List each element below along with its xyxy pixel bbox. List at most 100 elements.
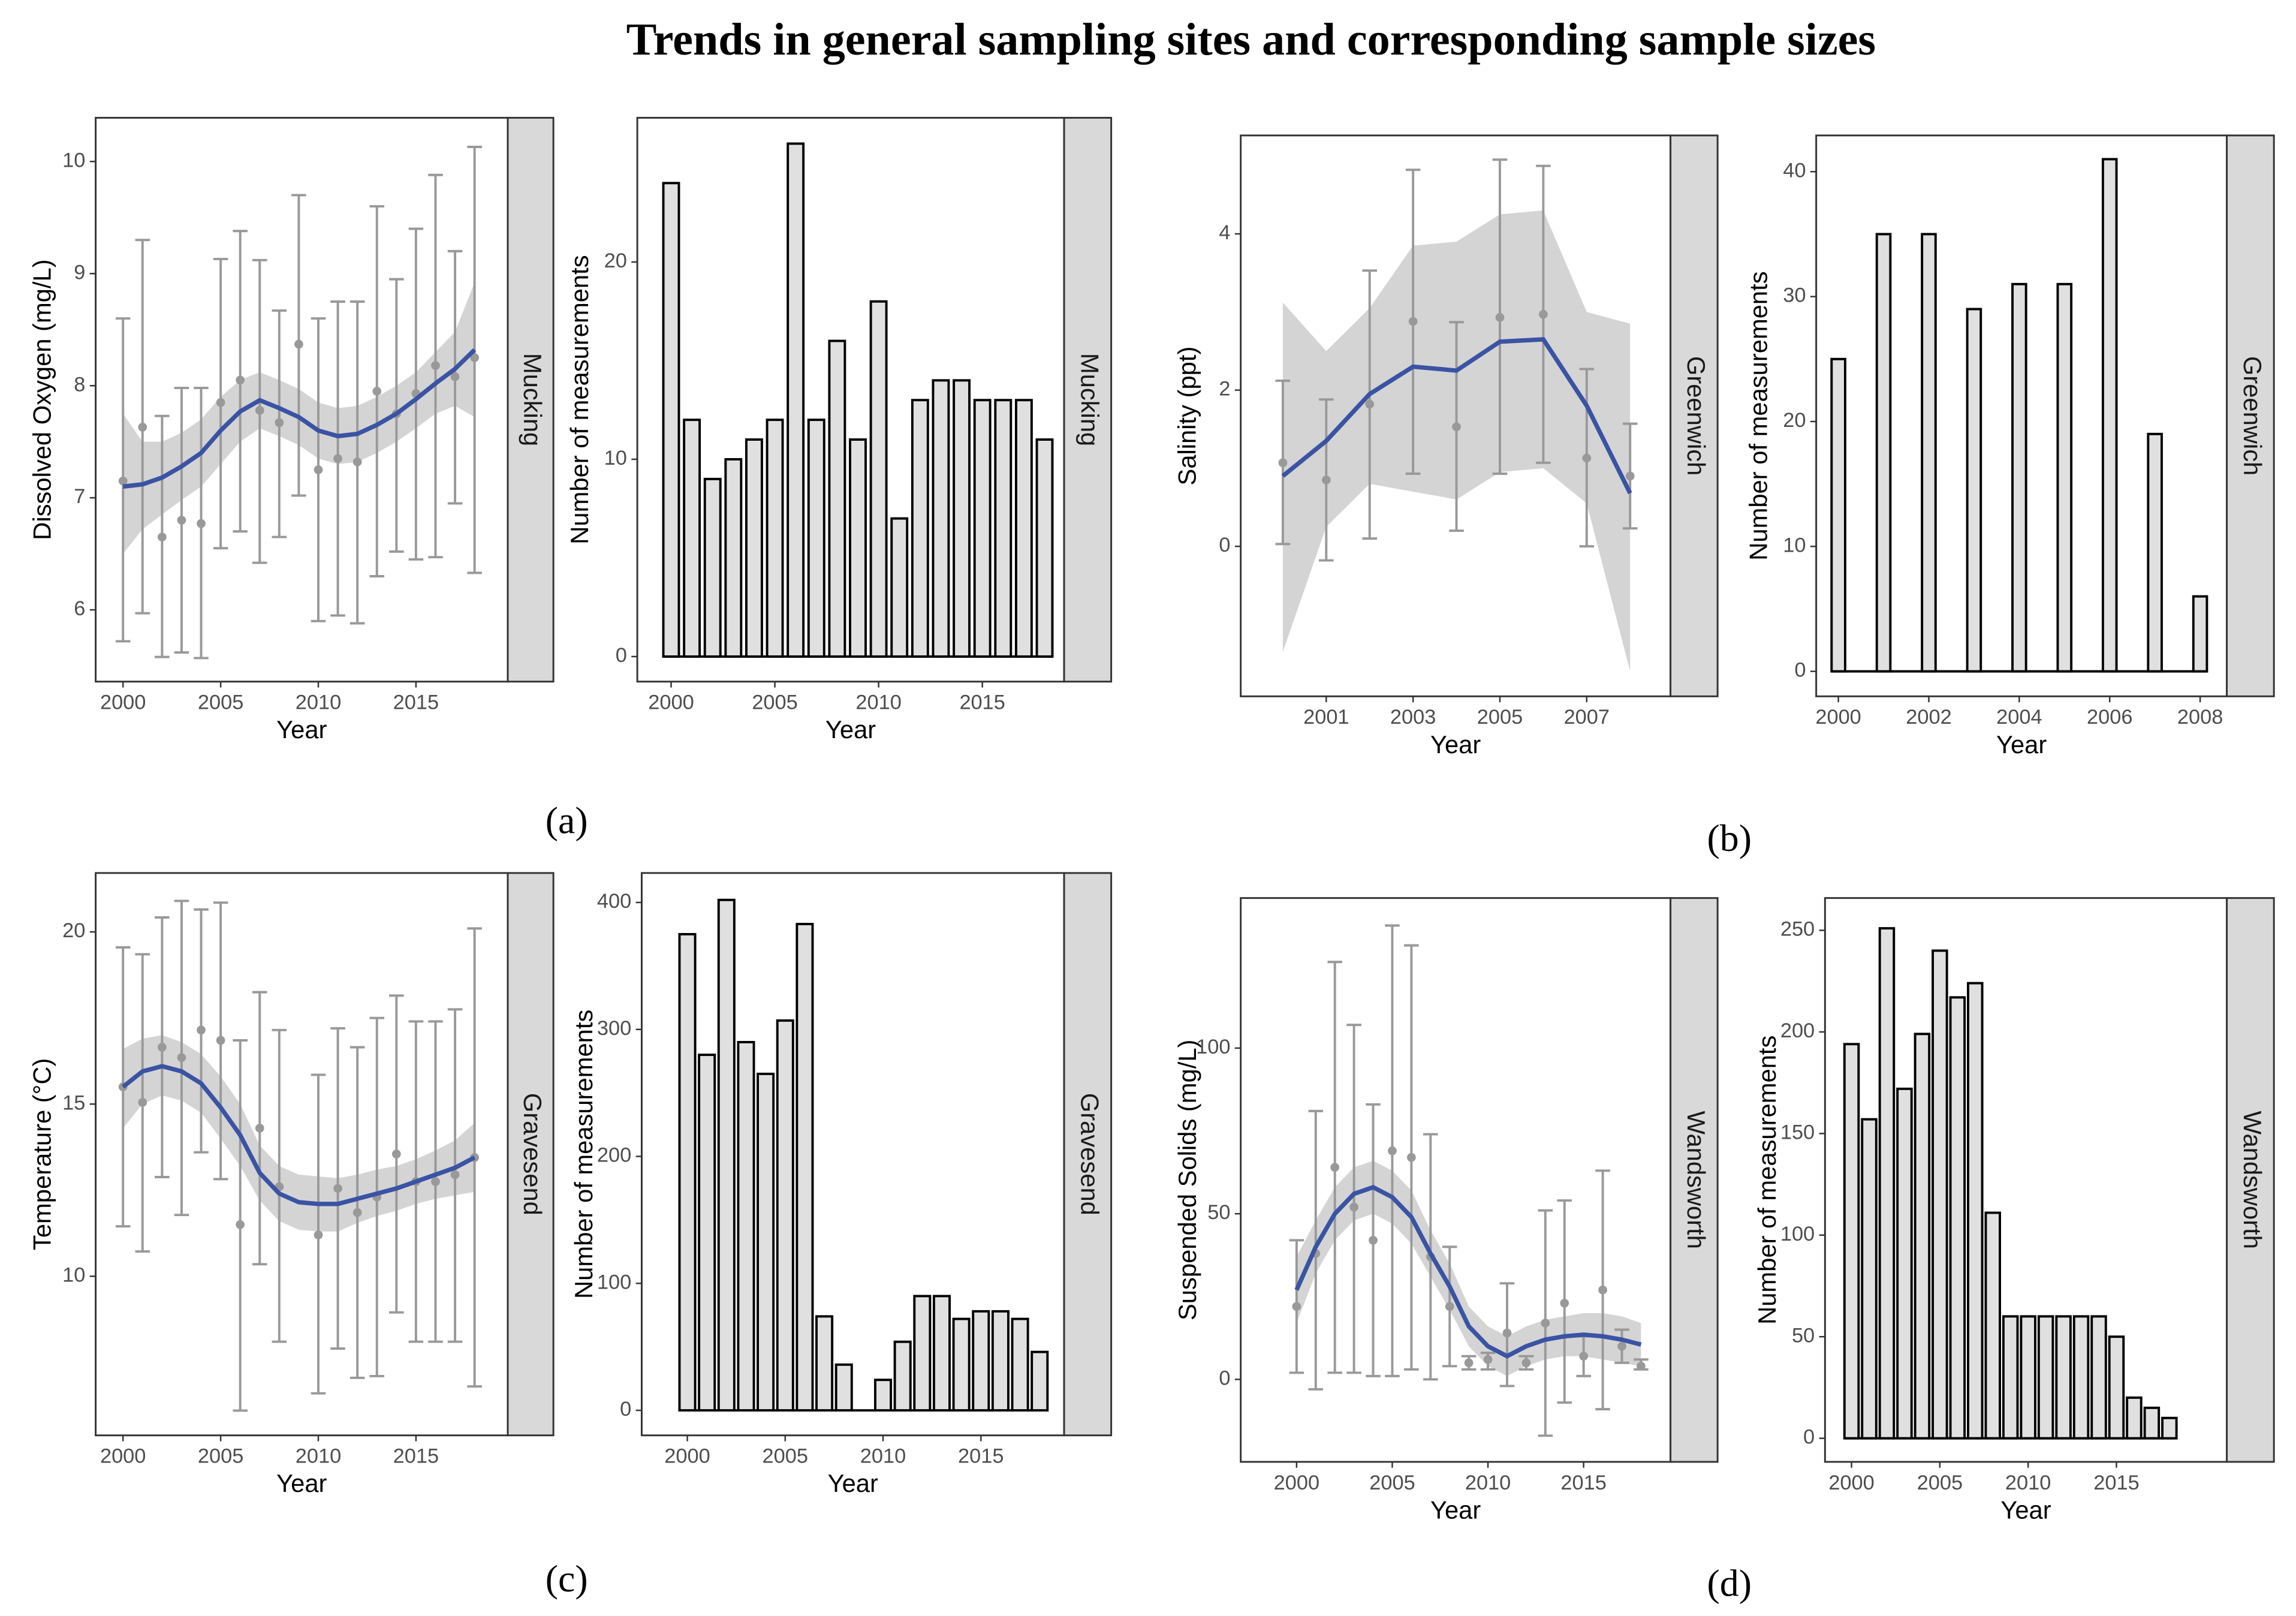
panel-label: (a) [546,799,588,842]
x-axis-label: Year [1430,730,1481,759]
y-tick-label: 6 [74,597,85,620]
y-tick-label: 300 [597,1017,631,1040]
x-tick-label: 2000 [1815,706,1861,729]
bar [2056,282,2073,673]
bar [1932,949,1948,1440]
point [1407,1152,1416,1162]
x-tick-label: 2005 [198,1445,243,1468]
point [216,398,225,407]
y-axis-label: Number of measurements [570,1010,598,1299]
facet-label: Gravesend [519,1093,547,1215]
bar [745,438,763,658]
y-tick-label: 0 [620,1398,631,1421]
x-tick-label: 2005 [752,691,797,714]
point [372,387,382,396]
x-tick-label: 2008 [2177,706,2223,729]
bar [662,182,680,658]
bar [717,898,736,1412]
x-axis-label: Year [1996,730,2047,759]
point [1541,1319,1550,1328]
plot-area [1830,158,2208,673]
panel: 2000 2005 2010 2015 0 50 100 Year Suspended Soli… [1173,897,1719,1524]
point [1365,399,1375,409]
y-tick-label: 50 [1207,1201,1230,1224]
bar [2108,1335,2125,1440]
point [1292,1302,1301,1311]
figure-title: Trends in general sampling sites and cor… [626,14,1876,65]
bar [952,1317,971,1412]
bar [678,932,697,1412]
panel-label: (d) [1707,1561,1752,1604]
y-tick-label: 20 [62,919,85,942]
point [216,1036,225,1045]
facet-strip [1670,134,1719,697]
point [1408,317,1418,326]
bar [1896,1087,1913,1440]
point [177,1053,186,1063]
x-axis-label: Year [2000,1495,2051,1524]
x-tick-label: 2015 [1560,1471,1606,1494]
point [1330,1163,1340,1172]
y-axis-label: Suspended Solids (mg/L) [1173,1040,1201,1320]
x-tick-label: 2007 [1564,706,1610,729]
panel: 2000 2005 2010 2015 0 10 20 Year Number of measu… [565,116,1113,744]
bar [2090,1315,2107,1440]
bar [2037,1315,2054,1440]
point [1598,1285,1607,1295]
bar [807,419,825,658]
point [118,476,128,486]
x-axis-label: Year [276,715,327,744]
plot-area [1289,924,1649,1437]
bar [787,142,805,658]
y-tick-label: 10 [62,1263,85,1286]
panel: 2000 2005 2010 2015 6 7 8 9 10 Year Dissolved Oxyg… [28,116,555,744]
smooth-line [121,1064,476,1206]
facet-strip [507,872,555,1437]
bar [890,517,909,658]
x-tick-label: 2010 [855,691,901,714]
x-tick-label: 2010 [1465,1471,1511,1494]
point [1625,471,1635,481]
bar [893,1340,912,1412]
facet-label: Greenwich [1682,356,1710,476]
x-tick-label: 2000 [1274,1471,1319,1494]
y-tick-label: 100 [597,1271,631,1293]
bar [834,1363,853,1412]
bar [2072,1315,2090,1440]
bar [724,458,743,658]
point [255,405,264,415]
y-tick-label: 100 [1196,1036,1230,1058]
x-tick-label: 2005 [1369,1471,1415,1494]
y-tick-label: 150 [1780,1121,1815,1143]
bar [2126,1396,2143,1440]
point [1579,1352,1589,1361]
point [391,1149,401,1158]
y-tick-label: 0 [1803,1426,1815,1449]
plot-area [662,142,1054,658]
bar [683,419,701,658]
bar [2101,158,2118,673]
x-axis-label: Year [828,1469,878,1497]
x-tick-label: 2003 [1390,706,1436,729]
y-tick-label: 30 [1783,284,1806,307]
point [1321,476,1331,485]
bar [932,1295,951,1412]
bar [703,477,722,658]
x-tick-label: 2000 [100,1445,146,1468]
panel: 2000 2005 2010 2015 0 100 200 300 400 Year Number … [570,872,1113,1497]
y-tick-label: 100 [1780,1223,1815,1245]
bar [1830,357,1846,673]
bar [1014,399,1033,658]
x-axis-label: Year [1430,1495,1481,1524]
bar [953,379,971,658]
bar [737,1040,755,1412]
y-tick-label: 15 [62,1091,85,1114]
bar [1967,982,1984,1440]
facet-label: Wandsworth [1682,1111,1710,1249]
x-tick-label: 2001 [1303,706,1349,729]
bar [2192,595,2208,673]
bar [1031,1350,1049,1412]
bar [828,339,846,658]
